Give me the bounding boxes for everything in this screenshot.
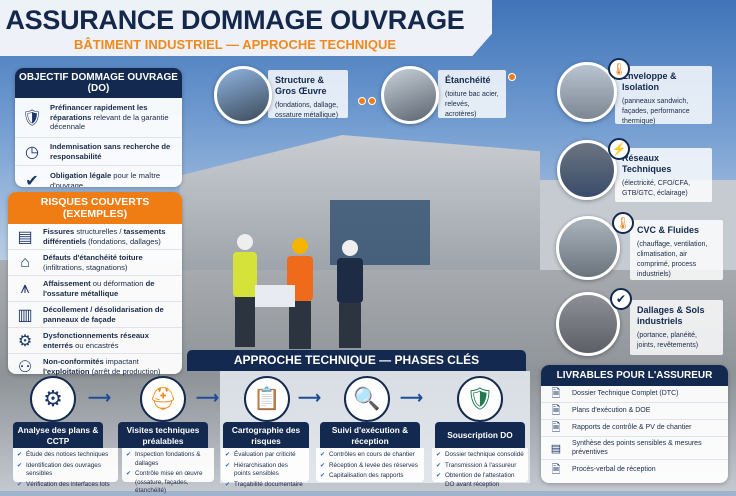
shield-check-icon: 🛡 [21,109,43,127]
risque-item: ⌂ Défauts d'étanchéité toiture (infiltrat… [8,250,182,276]
hvac-pipes-photo [556,216,620,280]
arrow-right-icon: ⟶ [400,390,423,407]
phase-bullets: Dossier technique consolidéTransmission … [432,448,528,488]
engineers-illustration [233,234,363,349]
shield-check-icon: 🛡 [457,376,503,422]
connector-dot [368,97,376,105]
objectif-item: ✔ Obligation légale pour le maître d'ouvr… [15,166,182,187]
phases-title: APPROCHE TECHNIQUE — PHASES CLÉS [187,350,526,371]
livrables-panel: LIVRABLES POUR L'ASSUREUR 🗎 Dossier Techn… [541,365,728,483]
steel-structure-photo [214,66,272,124]
livrables-title: LIVRABLES POUR L'ASSUREUR [541,365,728,386]
domain-reseaux: Réseaux Techniques (électricité, CFO/CFA,… [615,148,712,202]
connector-dot [358,97,366,105]
livrable-item: 🗎 Rapports de contrôle & PV de chantier [541,420,728,437]
engineer [233,234,257,347]
livrable-item: 🗎 Plans d'exécution & DOE [541,403,728,420]
domain-enveloppe: Enveloppe & Isolation (panneaux sandwich,… [615,66,712,125]
report-document-icon: 🗎 [551,463,561,476]
cracked-floor-photo [556,292,620,356]
phase-label: Suivi d'exécution & réception [320,422,420,448]
electrical-panel-photo [557,140,617,200]
domain-dallages: Dallages & Sols industriels (portance, pl… [630,300,723,355]
objectif-item: 🛡 Préfinancer rapidement les réparations … [15,98,182,138]
page-subtitle: BÂTIMENT INDUSTRIEL — APPROCHE TECHNIQUE [73,37,397,52]
roof-icon: ⌂ [20,253,30,271]
risque-item: ▥ Décollement / désolidarisation de panne… [8,302,182,328]
lightning-icon: ⚡ [608,138,630,160]
arrow-right-icon: ⟶ [298,390,321,407]
page-title: ASSURANCE DOMMAGE OUVRAGE [5,5,465,35]
hard-hat-icon: ⛑ [140,376,186,422]
domain-cvc: CVC & Fluides (chauffage, ventilation, cl… [630,220,723,280]
title-banner: ASSURANCE DOMMAGE OUVRAGE BÂTIMENT INDUS… [0,0,492,56]
phase-label: Souscription DO [435,422,525,448]
blueprint-sheet [255,285,295,307]
domain-structure: Structure & Gros Œuvre (fondations, dalla… [268,70,348,119]
livrable-item: 🗎 Dossier Technique Complet (DTC) [541,386,728,403]
people-gear-icon: ⚇ [17,359,33,376]
thermometer-icon: 🌡 [608,58,630,80]
blueprint-gear-icon: ⚙ [30,376,76,422]
objectif-item: ◷ Indemnisation sans recherche de respons… [15,138,182,166]
facade-photo [557,62,617,122]
plans-icon: 🗎 [551,404,561,417]
domain-etancheite: Étanchéité (toiture bac acier, relevés, a… [438,70,506,118]
risques-title: RISQUES COUVERTS (EXEMPLES) [8,192,182,224]
clipboard-checklist-icon: 📋 [244,376,290,422]
summary-icon: ▤ [550,442,562,455]
phase-bullets: Évaluation par criticitéHiérarchisation … [221,448,309,488]
facade-panel-icon: ▥ [17,306,33,324]
check-circle-icon: ✔ [25,173,39,187]
phase-bullets: Inspection fondations & dallagesContrôle… [122,448,214,494]
phase-bullets: Contrôles en cours de chantierRéception … [316,448,424,482]
shield-check-icon: ✔ [610,288,632,310]
phase-bullets: Étude des notices techniquesIdentificati… [13,448,118,488]
risques-panel: RISQUES COUVERTS (EXEMPLES) ▤ Fissures st… [8,192,182,376]
document-icon: 🗎 [551,387,561,400]
steel-frame-icon: ⩚ [20,279,30,297]
risque-item: ⩚ Affaissement ou déformation de l'ossatu… [8,276,182,302]
thermometer-icon: 🌡 [612,212,634,234]
livrable-item: ▤ Synthèse des points sensibles & mesures… [541,437,728,460]
connector-dot [508,73,516,81]
risque-item: ⚇ Non-conformités impactant l'exploitatio… [8,354,182,380]
arrow-right-icon: ⟶ [88,390,111,407]
network-gear-icon: ⚙ [17,332,33,350]
risque-item: ⚙ Dysfonctionnements réseaux enterrés ou … [8,328,182,354]
livrable-item: 🗎 Procès-verbal de réception [541,460,728,480]
objectif-title: OBJECTIF DOMMAGE OUVRAGE (DO) [15,68,182,98]
magnifier-icon: 🔍 [344,376,390,422]
cracked-plan-icon: ▤ [17,228,33,246]
report-icon: 🗎 [551,421,561,434]
objectif-panel: OBJECTIF DOMMAGE OUVRAGE (DO) 🛡 Préfinanc… [15,68,182,187]
phase-label: Visites techniques préalables [118,422,208,448]
engineer [337,240,363,348]
risque-item: ▤ Fissures structurelles / tassements dif… [8,224,182,250]
roof-membrane-photo [381,66,439,124]
phase-label: Analyse des plans & CCTP [13,422,103,448]
phase-label: Cartographie des risques [223,422,309,448]
arrow-right-icon: ⟶ [196,390,219,407]
clock-icon: ◷ [25,143,39,161]
